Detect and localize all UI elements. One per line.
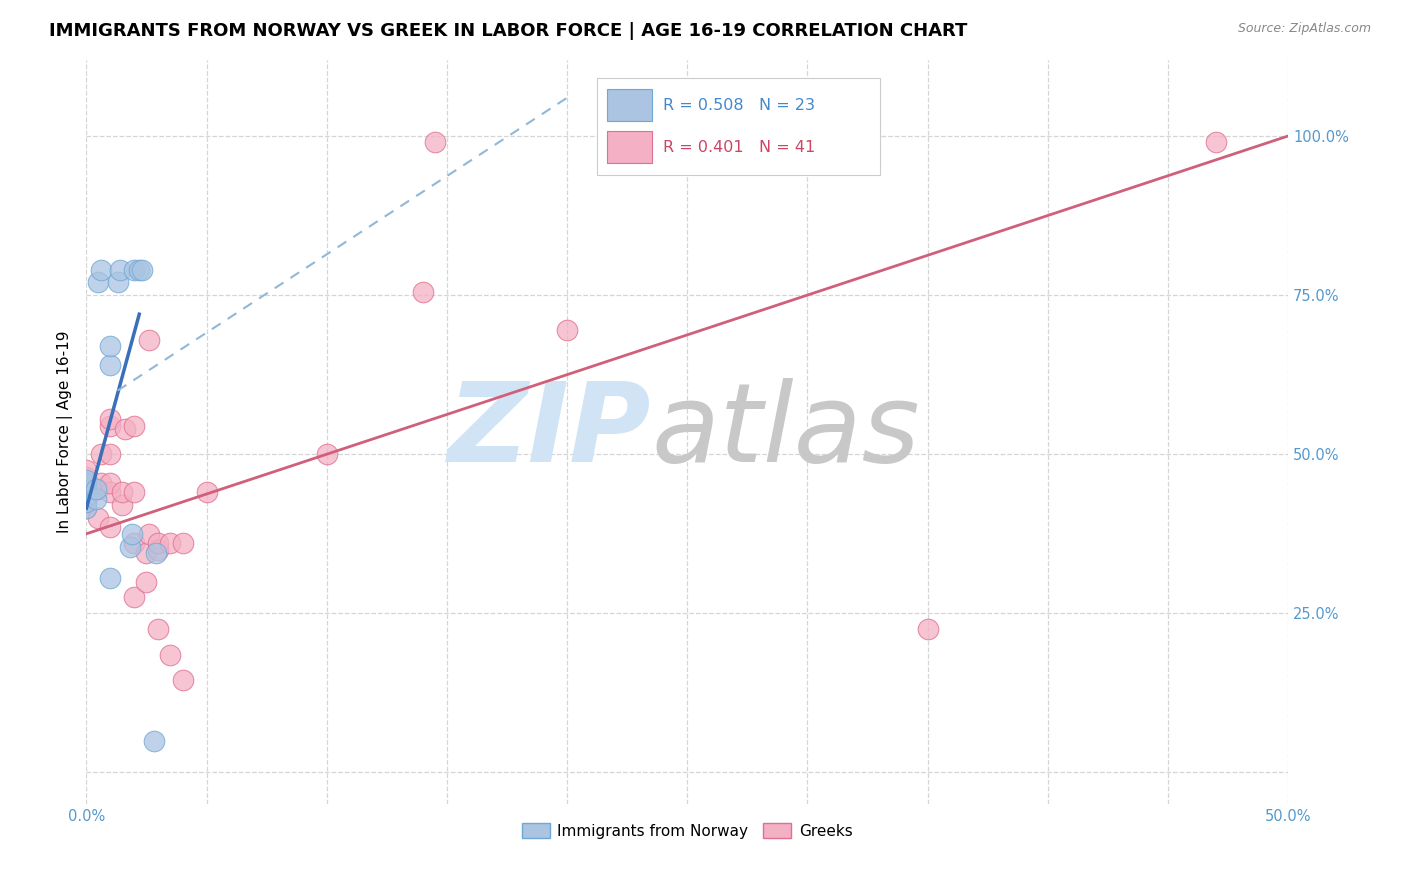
- Point: [118, 540, 141, 554]
- Point: [142, 733, 165, 747]
- Point: [138, 333, 160, 347]
- Point: [87, 482, 110, 496]
- Point: [412, 285, 434, 299]
- Point: [75, 469, 97, 483]
- Text: R = 0.401   N = 41: R = 0.401 N = 41: [664, 140, 815, 155]
- Point: [145, 546, 167, 560]
- Point: [114, 422, 136, 436]
- Point: [315, 447, 337, 461]
- Text: Source: ZipAtlas.com: Source: ZipAtlas.com: [1237, 22, 1371, 36]
- Point: [75, 473, 97, 487]
- Point: [100, 339, 122, 353]
- Text: ZIP: ZIP: [447, 378, 651, 485]
- Point: [90, 447, 112, 461]
- Point: [100, 447, 122, 461]
- Legend: Immigrants from Norway, Greeks: Immigrants from Norway, Greeks: [516, 817, 859, 845]
- Point: [100, 571, 122, 585]
- Point: [111, 498, 134, 512]
- Point: [124, 418, 146, 433]
- Point: [121, 526, 143, 541]
- Point: [423, 136, 446, 150]
- Point: [75, 501, 97, 516]
- FancyBboxPatch shape: [607, 89, 652, 120]
- Point: [75, 489, 97, 503]
- FancyBboxPatch shape: [598, 78, 880, 175]
- Point: [108, 262, 131, 277]
- Point: [128, 262, 150, 277]
- Point: [124, 536, 146, 550]
- Point: [100, 412, 122, 426]
- Point: [135, 546, 157, 560]
- Point: [75, 501, 97, 516]
- Point: [90, 262, 112, 277]
- Point: [148, 536, 170, 550]
- Point: [75, 495, 97, 509]
- Point: [172, 536, 194, 550]
- Point: [100, 475, 122, 490]
- Y-axis label: In Labor Force | Age 16-19: In Labor Force | Age 16-19: [58, 331, 73, 533]
- Point: [75, 463, 97, 477]
- Text: IMMIGRANTS FROM NORWAY VS GREEK IN LABOR FORCE | AGE 16-19 CORRELATION CHART: IMMIGRANTS FROM NORWAY VS GREEK IN LABOR…: [49, 22, 967, 40]
- Point: [138, 526, 160, 541]
- Point: [917, 622, 939, 636]
- Point: [159, 648, 181, 662]
- Text: atlas: atlas: [651, 378, 920, 485]
- Point: [135, 574, 157, 589]
- Point: [84, 482, 107, 496]
- Point: [75, 475, 97, 490]
- Point: [100, 485, 122, 500]
- Point: [148, 542, 170, 557]
- Point: [100, 520, 122, 534]
- Point: [75, 482, 97, 496]
- Point: [124, 591, 146, 605]
- Point: [555, 323, 578, 337]
- Point: [87, 511, 110, 525]
- Point: [75, 495, 97, 509]
- Point: [75, 475, 97, 490]
- Point: [195, 485, 218, 500]
- FancyBboxPatch shape: [607, 131, 652, 163]
- Point: [107, 276, 129, 290]
- Point: [75, 479, 97, 493]
- Text: R = 0.508   N = 23: R = 0.508 N = 23: [664, 98, 815, 112]
- Point: [131, 262, 153, 277]
- Point: [84, 491, 107, 506]
- Point: [100, 358, 122, 372]
- Point: [100, 418, 122, 433]
- Point: [90, 475, 112, 490]
- Point: [111, 485, 134, 500]
- Point: [159, 536, 181, 550]
- Point: [148, 622, 170, 636]
- Point: [1205, 136, 1227, 150]
- Point: [124, 262, 146, 277]
- Point: [75, 485, 97, 500]
- Point: [172, 673, 194, 688]
- Point: [124, 485, 146, 500]
- Point: [87, 276, 110, 290]
